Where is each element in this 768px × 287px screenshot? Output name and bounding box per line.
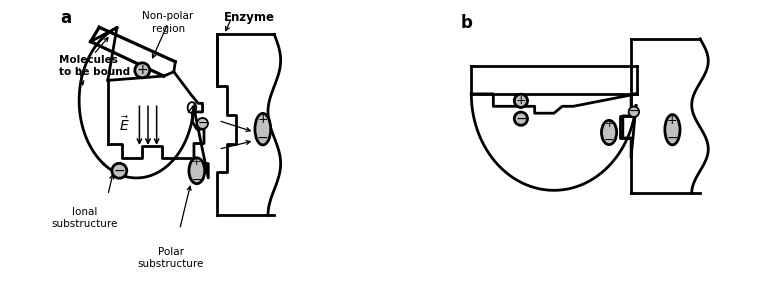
Text: +: + bbox=[137, 63, 148, 77]
Ellipse shape bbox=[112, 163, 127, 178]
Text: b: b bbox=[460, 14, 472, 32]
Text: Ional
substructure: Ional substructure bbox=[51, 207, 118, 229]
Text: a: a bbox=[61, 9, 71, 27]
Text: −: − bbox=[257, 131, 269, 145]
Ellipse shape bbox=[135, 63, 150, 78]
Text: −: − bbox=[629, 105, 639, 118]
Text: −: − bbox=[114, 164, 125, 178]
Text: Polar
substructure: Polar substructure bbox=[137, 247, 204, 269]
Ellipse shape bbox=[515, 112, 528, 125]
Text: −: − bbox=[191, 174, 202, 187]
Text: +: + bbox=[257, 113, 268, 126]
Text: −: − bbox=[515, 112, 527, 126]
Ellipse shape bbox=[665, 115, 680, 145]
Text: +: + bbox=[192, 157, 201, 167]
Ellipse shape bbox=[515, 94, 528, 107]
Text: $\vec{E}$: $\vec{E}$ bbox=[119, 116, 130, 134]
Text: +: + bbox=[515, 94, 526, 107]
Text: +: + bbox=[604, 119, 614, 129]
Ellipse shape bbox=[255, 113, 270, 145]
Text: −: − bbox=[197, 117, 208, 130]
Text: Molecules
to be bound: Molecules to be bound bbox=[59, 55, 130, 77]
Text: Non-polar
region: Non-polar region bbox=[143, 11, 194, 34]
Ellipse shape bbox=[601, 120, 617, 145]
Ellipse shape bbox=[189, 158, 205, 184]
Text: −: − bbox=[604, 134, 614, 147]
Text: −: − bbox=[667, 131, 678, 145]
Text: Enzyme: Enzyme bbox=[224, 11, 275, 24]
Ellipse shape bbox=[197, 118, 208, 129]
Ellipse shape bbox=[629, 106, 639, 117]
Text: +: + bbox=[667, 115, 677, 127]
